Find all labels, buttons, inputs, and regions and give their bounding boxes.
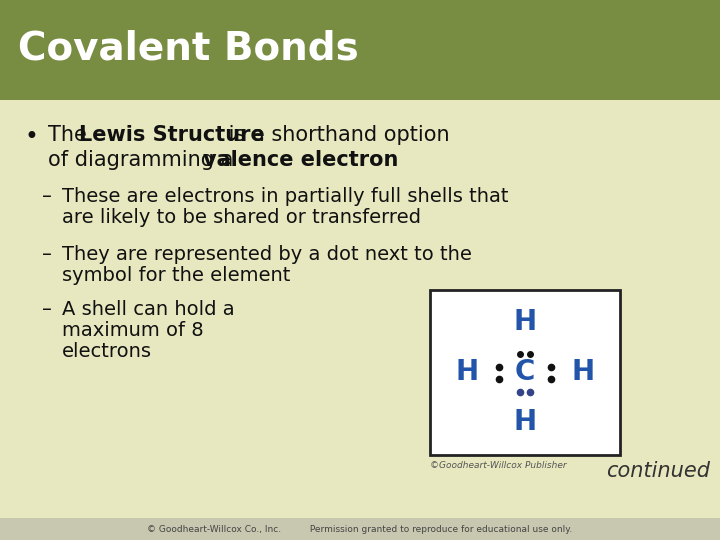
FancyBboxPatch shape [430,290,620,455]
Text: valence electron: valence electron [203,150,398,170]
Text: H: H [513,408,536,436]
Text: are likely to be shared or transferred: are likely to be shared or transferred [62,208,421,227]
Text: of diagramming a: of diagramming a [48,150,240,170]
FancyBboxPatch shape [8,108,712,508]
Text: C: C [515,359,535,387]
Text: –: – [42,187,52,206]
Bar [0,518,720,540]
Text: H: H [456,359,479,387]
Text: H: H [572,359,595,387]
Text: Lewis Structure: Lewis Structure [79,125,265,145]
Text: •: • [25,125,39,149]
Text: electrons: electrons [62,342,152,361]
Text: symbol for the element: symbol for the element [62,266,290,285]
Text: maximum of 8: maximum of 8 [62,321,204,340]
Text: Covalent Bonds: Covalent Bonds [18,29,359,67]
Text: –: – [42,300,52,319]
Text: © Goodheart-Willcox Co., Inc.          Permission granted to reproduce for educa: © Goodheart-Willcox Co., Inc. Permission… [148,524,572,534]
Text: The: The [48,125,94,145]
Text: continued: continued [606,461,710,481]
Bar [0,0,720,100]
Text: is a shorthand option: is a shorthand option [222,125,449,145]
Text: These are electrons in partially full shells that: These are electrons in partially full sh… [62,187,508,206]
Text: They are represented by a dot next to the: They are represented by a dot next to th… [62,245,472,264]
Text: A shell can hold a: A shell can hold a [62,300,235,319]
Text: ©Goodheart-Willcox Publisher: ©Goodheart-Willcox Publisher [430,461,567,470]
Text: –: – [42,245,52,264]
Text: H: H [513,308,536,336]
